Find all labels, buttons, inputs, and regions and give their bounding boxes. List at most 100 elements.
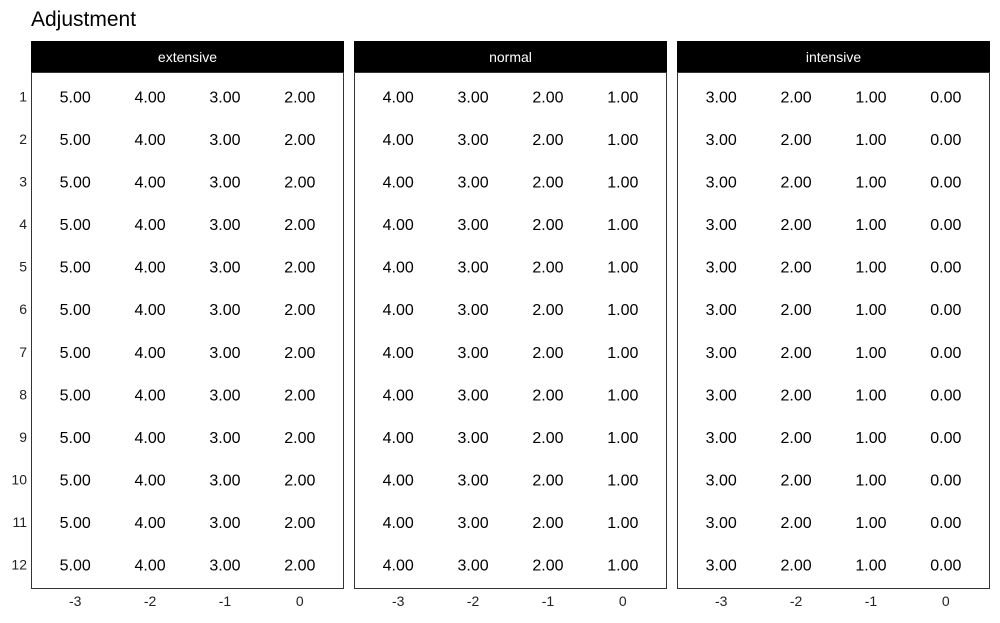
data-label: 3.00 xyxy=(209,515,240,532)
facet-strip-label: extensive xyxy=(158,49,217,65)
data-label: 0.00 xyxy=(930,174,961,191)
data-label: 4.00 xyxy=(383,132,414,149)
data-label: 2.00 xyxy=(532,260,563,277)
data-label: 2.00 xyxy=(780,387,811,404)
data-label: 4.00 xyxy=(383,515,414,532)
data-label: 2.00 xyxy=(532,302,563,319)
y-tick-label: 10 xyxy=(11,472,27,488)
data-label: 3.00 xyxy=(209,260,240,277)
facet-normal: normal 4.00 3.00 2.00 1.00 4.00 3.00 2.00 1.00 4.… xyxy=(354,41,667,609)
data-label: 3.00 xyxy=(706,132,737,149)
data-label: 5.00 xyxy=(60,473,91,490)
data-label: 2.00 xyxy=(284,515,315,532)
y-tick-label: 1 xyxy=(19,88,27,104)
data-label: 1.00 xyxy=(607,387,638,404)
data-label: 4.00 xyxy=(134,558,165,575)
data-label: 0.00 xyxy=(930,430,961,447)
data-label: 2.00 xyxy=(780,89,811,106)
y-tick-label: 11 xyxy=(12,514,27,530)
y-tick-label: 2 xyxy=(19,131,27,147)
x-tick-label: -2 xyxy=(790,593,803,609)
y-tick-label: 6 xyxy=(19,301,27,317)
data-label: 2.00 xyxy=(532,558,563,575)
panel-border xyxy=(31,72,344,589)
data-label: 1.00 xyxy=(855,515,886,532)
data-label: 1.00 xyxy=(607,515,638,532)
data-label: 0.00 xyxy=(930,89,961,106)
data-label: 5.00 xyxy=(60,174,91,191)
data-label: 4.00 xyxy=(383,387,414,404)
data-label: 2.00 xyxy=(532,430,563,447)
data-label: 3.00 xyxy=(706,558,737,575)
data-label: 2.00 xyxy=(284,132,315,149)
facet-intensive: intensive 3.00 2.00 1.00 0.00 3.00 2.00 1.00 0.0… xyxy=(677,41,990,609)
data-label: 3.00 xyxy=(706,345,737,362)
data-label: 1.00 xyxy=(607,302,638,319)
data-label: 2.00 xyxy=(284,430,315,447)
data-label: 5.00 xyxy=(60,132,91,149)
data-label: 4.00 xyxy=(134,260,165,277)
data-label: 1.00 xyxy=(855,430,886,447)
data-label: 3.00 xyxy=(706,430,737,447)
data-label: 3.00 xyxy=(209,387,240,404)
data-label: 2.00 xyxy=(780,473,811,490)
data-label: 2.00 xyxy=(532,174,563,191)
data-label: 2.00 xyxy=(284,217,315,234)
y-tick-label: 5 xyxy=(19,259,27,275)
data-label: 4.00 xyxy=(134,515,165,532)
data-label: 3.00 xyxy=(457,260,488,277)
y-tick-label: 7 xyxy=(19,344,27,360)
data-label: 0.00 xyxy=(930,473,961,490)
data-label: 4.00 xyxy=(134,345,165,362)
y-tick-label: 12 xyxy=(11,557,27,573)
data-label: 2.00 xyxy=(284,302,315,319)
data-label: 1.00 xyxy=(855,345,886,362)
data-label: 1.00 xyxy=(855,174,886,191)
data-label: 4.00 xyxy=(134,302,165,319)
data-label: 0.00 xyxy=(930,515,961,532)
data-label: 5.00 xyxy=(60,345,91,362)
data-label: 3.00 xyxy=(706,387,737,404)
data-label: 3.00 xyxy=(457,558,488,575)
data-label: 2.00 xyxy=(780,515,811,532)
data-label: 4.00 xyxy=(383,473,414,490)
data-label: 3.00 xyxy=(706,174,737,191)
data-label: 2.00 xyxy=(780,260,811,277)
data-label: 5.00 xyxy=(60,89,91,106)
data-label: 3.00 xyxy=(209,89,240,106)
y-tick-label: 9 xyxy=(19,429,27,445)
data-label: 2.00 xyxy=(780,302,811,319)
data-label: 2.00 xyxy=(532,345,563,362)
data-label: 4.00 xyxy=(383,302,414,319)
data-label: 2.00 xyxy=(284,345,315,362)
data-label: 1.00 xyxy=(855,387,886,404)
data-label: 4.00 xyxy=(383,260,414,277)
data-label: 3.00 xyxy=(209,217,240,234)
data-label: 2.00 xyxy=(284,174,315,191)
data-label: 0.00 xyxy=(930,558,961,575)
x-tick-label: -2 xyxy=(144,593,157,609)
data-label: 5.00 xyxy=(60,217,91,234)
data-label: 1.00 xyxy=(607,174,638,191)
data-label: 2.00 xyxy=(780,132,811,149)
data-label: 2.00 xyxy=(284,260,315,277)
x-tick-label: -1 xyxy=(219,593,232,609)
facet-extensive: extensive 5.00 4.00 3.00 2.00 5.00 4.00 3.00 2.0… xyxy=(11,41,344,609)
data-label: 2.00 xyxy=(284,89,315,106)
data-label: 3.00 xyxy=(457,302,488,319)
data-label: 4.00 xyxy=(134,387,165,404)
x-tick-label: -3 xyxy=(69,593,82,609)
x-tick-label: -1 xyxy=(865,593,878,609)
data-label: 4.00 xyxy=(383,345,414,362)
data-label: 1.00 xyxy=(855,302,886,319)
data-label: 1.00 xyxy=(607,217,638,234)
data-label: 2.00 xyxy=(284,387,315,404)
panel-border xyxy=(677,72,990,589)
data-label: 2.00 xyxy=(780,174,811,191)
data-label: 3.00 xyxy=(209,345,240,362)
data-label: 3.00 xyxy=(457,217,488,234)
data-label: 3.00 xyxy=(706,473,737,490)
data-label: 3.00 xyxy=(706,302,737,319)
data-label: 3.00 xyxy=(457,387,488,404)
data-label: 4.00 xyxy=(134,174,165,191)
